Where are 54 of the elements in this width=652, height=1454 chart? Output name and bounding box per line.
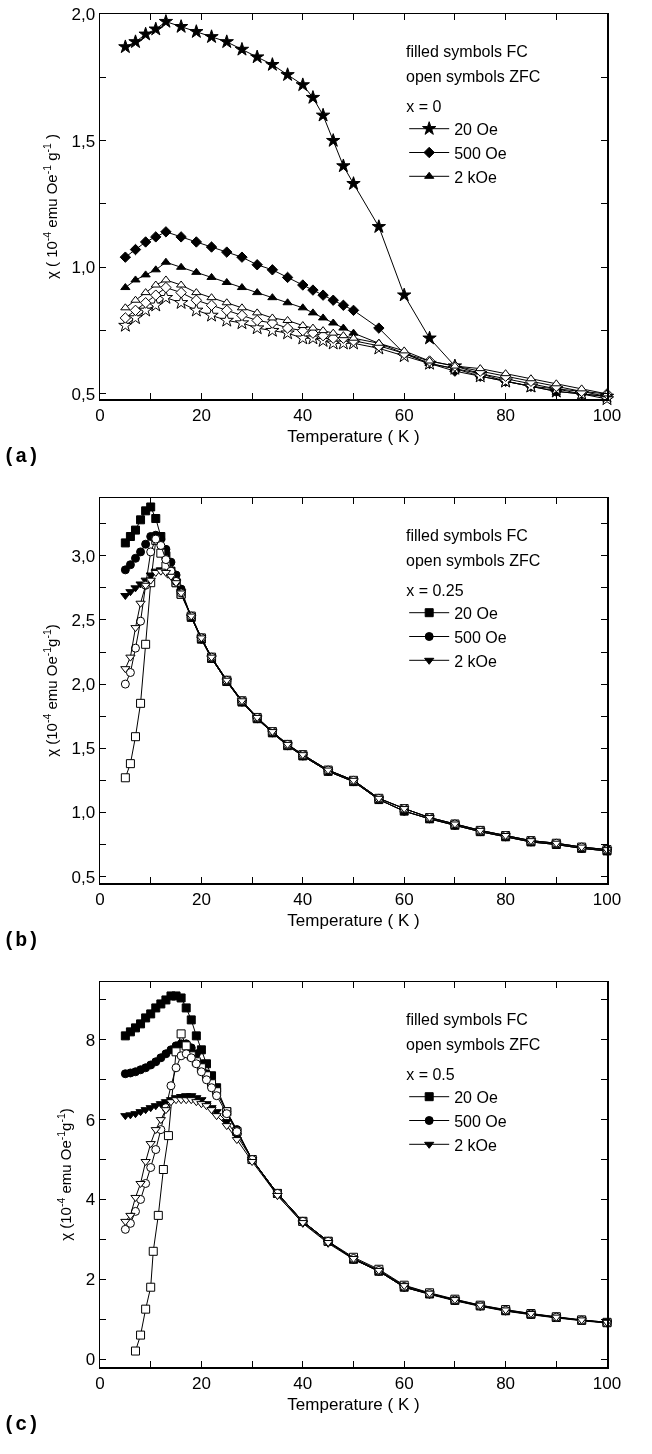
- x-tick-label: 40: [293, 889, 313, 909]
- y-tick-label: 2: [85, 1270, 96, 1290]
- y-tick-label: 2,0: [71, 4, 96, 24]
- y-tick-label: 0,5: [71, 384, 96, 404]
- x-tick-label: 100: [592, 1373, 622, 1393]
- x-axis-title: Temperature ( K ): [287, 427, 420, 447]
- annotation: open symbols ZFC: [406, 552, 541, 569]
- x-axis-title: Temperature ( K ): [287, 911, 420, 931]
- annotation: open symbols ZFC: [406, 1036, 541, 1053]
- x-tick-label: 60: [394, 889, 414, 909]
- text: (b): [3, 929, 40, 953]
- y-tick-label: 1,5: [71, 739, 96, 759]
- legend-label: 2 kOe: [454, 1136, 497, 1154]
- legend-title: x = 0.5: [406, 1065, 455, 1083]
- x-tick-label: 40: [293, 1373, 313, 1393]
- x-tick-label: 80: [496, 1373, 516, 1393]
- x-tick-label: 100: [592, 405, 622, 425]
- y-tick-label: 2,5: [71, 610, 96, 630]
- annotation: open symbols ZFC: [406, 68, 541, 85]
- y-tick-label: 0: [85, 1349, 96, 1369]
- y-tick-label: 1,5: [71, 131, 96, 151]
- legend-label: 500 Oe: [454, 1112, 507, 1130]
- x-tick-label: 60: [394, 405, 414, 425]
- legend-label: 500 Oe: [454, 628, 507, 646]
- text: (c): [3, 1413, 40, 1437]
- legend-title: x = 0: [406, 97, 442, 115]
- x-tick-label: 100: [592, 889, 622, 909]
- y-tick-label: 4: [85, 1190, 96, 1210]
- legend-title: x = 0.25: [406, 581, 464, 599]
- x-tick-label: 40: [293, 405, 313, 425]
- legend-label: 500 Oe: [454, 144, 507, 162]
- legend-label: 20 Oe: [454, 1088, 498, 1106]
- legend-label: 2 kOe: [454, 652, 497, 670]
- x-tick-label: 20: [191, 405, 211, 425]
- legend-label: 20 Oe: [454, 120, 498, 138]
- y-tick-label: 2,0: [71, 675, 96, 695]
- annotation: filled symbols FC: [406, 43, 528, 60]
- y-tick-label: 1,0: [71, 803, 96, 823]
- y-tick-label: 0,5: [71, 867, 96, 887]
- x-tick-label: 20: [191, 889, 211, 909]
- y-tick-label: 1,0: [71, 258, 96, 278]
- x-tick-label: 80: [496, 889, 516, 909]
- x-tick-label: 80: [496, 405, 516, 425]
- y-tick-label: 8: [85, 1030, 96, 1050]
- y-tick-label: 6: [85, 1110, 96, 1130]
- annotation: filled symbols FC: [406, 527, 528, 544]
- x-tick-label: 20: [191, 1373, 211, 1393]
- annotation: filled symbols FC: [406, 1011, 528, 1028]
- legend-label: 20 Oe: [454, 604, 498, 622]
- y-tick-label: 3,0: [71, 546, 96, 566]
- text: (a): [3, 445, 40, 469]
- x-tick-label: 60: [394, 1373, 414, 1393]
- x-axis-title: Temperature ( K ): [287, 1395, 420, 1415]
- legend-label: 2 kOe: [454, 168, 497, 186]
